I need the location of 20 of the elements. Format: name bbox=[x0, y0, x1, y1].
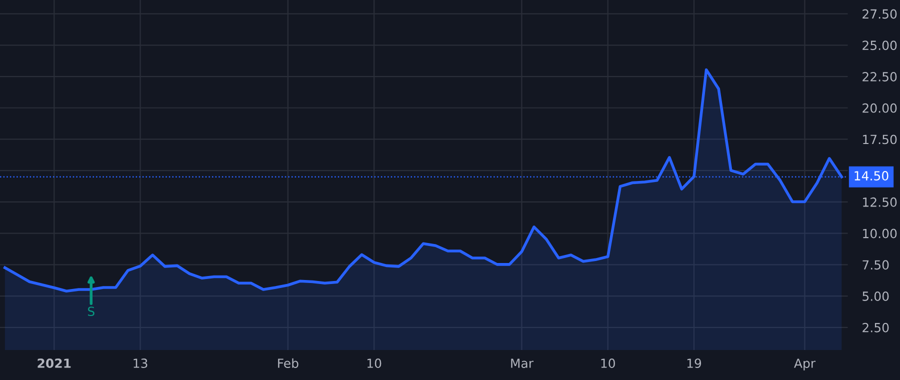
y-tick-label: 20.00 bbox=[862, 103, 897, 113]
y-tick-label: 25.00 bbox=[862, 40, 897, 50]
x-tick-label: Apr bbox=[794, 358, 816, 370]
y-tick-label: 12.50 bbox=[863, 197, 897, 207]
x-tick-label: 13 bbox=[134, 358, 148, 368]
y-tick-label: 27.50 bbox=[862, 9, 897, 19]
x-tick-label: Mar bbox=[511, 358, 534, 368]
y-tick-label: 10.00 bbox=[863, 228, 897, 238]
y-tick-label: 5.00 bbox=[862, 292, 889, 301]
x-tick-label: 2021 bbox=[38, 358, 71, 368]
x-tick-label: 10 bbox=[367, 358, 382, 368]
x-tick-label: Feb bbox=[278, 358, 298, 368]
ref-line-label: 14.50 bbox=[854, 171, 888, 180]
x-tick-label: 19 bbox=[687, 358, 702, 368]
y-tick-label: 7.50 bbox=[862, 260, 889, 270]
annotation: S bbox=[88, 306, 94, 316]
y-tick-label: 17.50 bbox=[863, 134, 897, 144]
x-tick-label: 10 bbox=[601, 358, 615, 368]
y-tick-label: 22.50 bbox=[862, 72, 897, 82]
y-tick-label: 2.50 bbox=[862, 322, 889, 332]
